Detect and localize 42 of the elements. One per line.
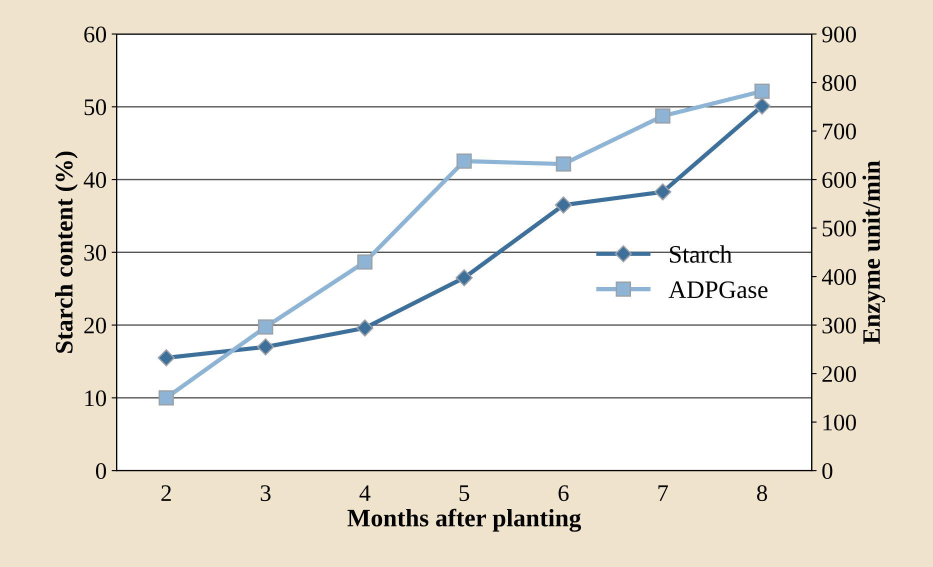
y-tick-label: 20 (84, 318, 106, 334)
point (356, 319, 374, 337)
point (456, 153, 472, 169)
point (655, 108, 670, 124)
x-tick-label: 7 (658, 485, 668, 501)
point (357, 254, 373, 270)
x-tick-label: 8 (757, 485, 768, 502)
x-axis-title: Months after planting (347, 508, 582, 532)
y2-axis-title: Enzyme unit/min (862, 160, 886, 344)
legend-label: ADPGase (668, 281, 768, 298)
y-tick-label: 50 (84, 99, 106, 116)
y-tick-label: 40 (84, 172, 106, 188)
y2-tick-label: 600 (822, 172, 856, 188)
x-tick-label: 4 (359, 485, 370, 501)
point (754, 98, 771, 115)
x-tick-label: 2 (161, 485, 171, 501)
x-tick-label: 6 (558, 485, 569, 502)
y-tick-label: 30 (84, 244, 106, 261)
y2-tick-label: 0 (822, 463, 832, 480)
y-tick-label: 10 (85, 390, 106, 406)
point (257, 338, 274, 356)
y-tick-label: 0 (96, 463, 106, 480)
y-tick-label: 60 (84, 26, 106, 42)
y2-tick-label: 300 (822, 318, 856, 334)
y2-tick-label: 500 (822, 220, 856, 236)
y2-tick-label: 100 (824, 414, 856, 431)
y2-tick-label: 900 (822, 26, 856, 42)
point (258, 319, 274, 335)
y2-tick-label: 700 (822, 124, 856, 140)
point (654, 183, 672, 200)
y-axis-title: Starch content (%) (55, 152, 78, 353)
y2-tick-label: 400 (822, 269, 856, 285)
point (754, 84, 770, 99)
y2-tick-label: 800 (822, 75, 856, 91)
point (456, 269, 473, 286)
point (554, 196, 572, 214)
point (158, 349, 175, 366)
point (556, 156, 572, 172)
point (158, 390, 174, 406)
x-tick-label: 5 (460, 485, 470, 502)
y2-tick-label: 200 (822, 366, 856, 382)
x-tick-label: 3 (260, 485, 271, 502)
